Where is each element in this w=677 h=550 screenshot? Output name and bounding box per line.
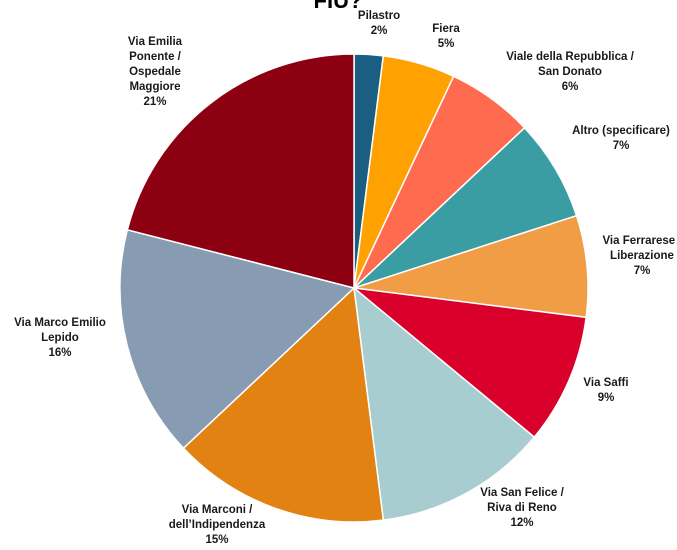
slice-value-label: 5%: [438, 38, 455, 50]
slice-name-line: dell’Indipendenza: [169, 519, 266, 531]
slice-name-line: Lepido: [41, 332, 79, 344]
slice-name-line: Viale della Repubblica /: [506, 51, 634, 63]
slice-value-label: 7%: [613, 140, 630, 152]
slice-label: Via San Felice / Riva di Reno 12%: [480, 487, 564, 529]
slice-label: Pilastro 2%: [358, 10, 400, 37]
slice-label: Via Marconi / dell’Indipendenza 15%: [169, 504, 266, 546]
slice-name-line: Via Marco Emilio: [14, 317, 106, 329]
pie-slice: [119, 228, 356, 450]
slice-name-line: Pilastro: [358, 10, 400, 22]
pie-slice: [353, 126, 578, 289]
slice-name-line: Via Marconi /: [182, 504, 254, 516]
pie-slice: [351, 286, 587, 439]
slice-name-line: Altro (specificare): [572, 125, 670, 137]
pie-slice: [353, 214, 589, 319]
slice-label: Via Saffi 9%: [583, 377, 628, 404]
slice-value-label: 16%: [48, 347, 71, 359]
slice-label: Altro (specificare) 7%: [572, 125, 670, 152]
slice-name-line: Fiera: [432, 23, 460, 35]
pie-slice: [353, 286, 536, 521]
slice-name-line: Riva di Reno: [487, 502, 557, 514]
pie-slice: [126, 53, 355, 289]
slice-value-label: 15%: [205, 534, 228, 546]
slice-name-line: Via Ferrarese /: [602, 235, 677, 247]
slice-name-line: Via Saffi: [583, 377, 628, 389]
slice-label: Via Emilia Ponente / Ospedale Maggiore 21%: [128, 36, 183, 108]
slice-name-line: Via San Felice /: [480, 487, 564, 499]
slice-value-label: 9%: [598, 392, 615, 404]
chart-title: FIU?: [314, 0, 363, 13]
slice-label: Fiera 5%: [432, 23, 460, 50]
slice-name-line: San Donato: [538, 66, 602, 78]
slice-name-line: Via Emilia: [128, 36, 183, 48]
pie-slice: [182, 286, 385, 523]
slice-label: Viale della Repubblica / San Donato 6%: [506, 51, 634, 93]
slice-value-label: 12%: [510, 517, 533, 529]
slice-name-line: Liberazione: [610, 250, 674, 262]
slice-name-line: Ponente /: [129, 51, 182, 63]
slice-name-line: Maggiore: [129, 81, 180, 93]
slice-name-line: Ospedale: [129, 66, 181, 78]
slice-value-label: 2%: [371, 25, 388, 37]
slice-value-label: 21%: [143, 96, 166, 108]
slice-value-label: 7%: [634, 265, 651, 277]
slice-label: Via Ferrarese / Liberazione 7%: [602, 235, 677, 277]
slice-value-label: 6%: [562, 81, 579, 93]
slice-label: Via Marco Emilio Lepido 16%: [14, 317, 106, 359]
